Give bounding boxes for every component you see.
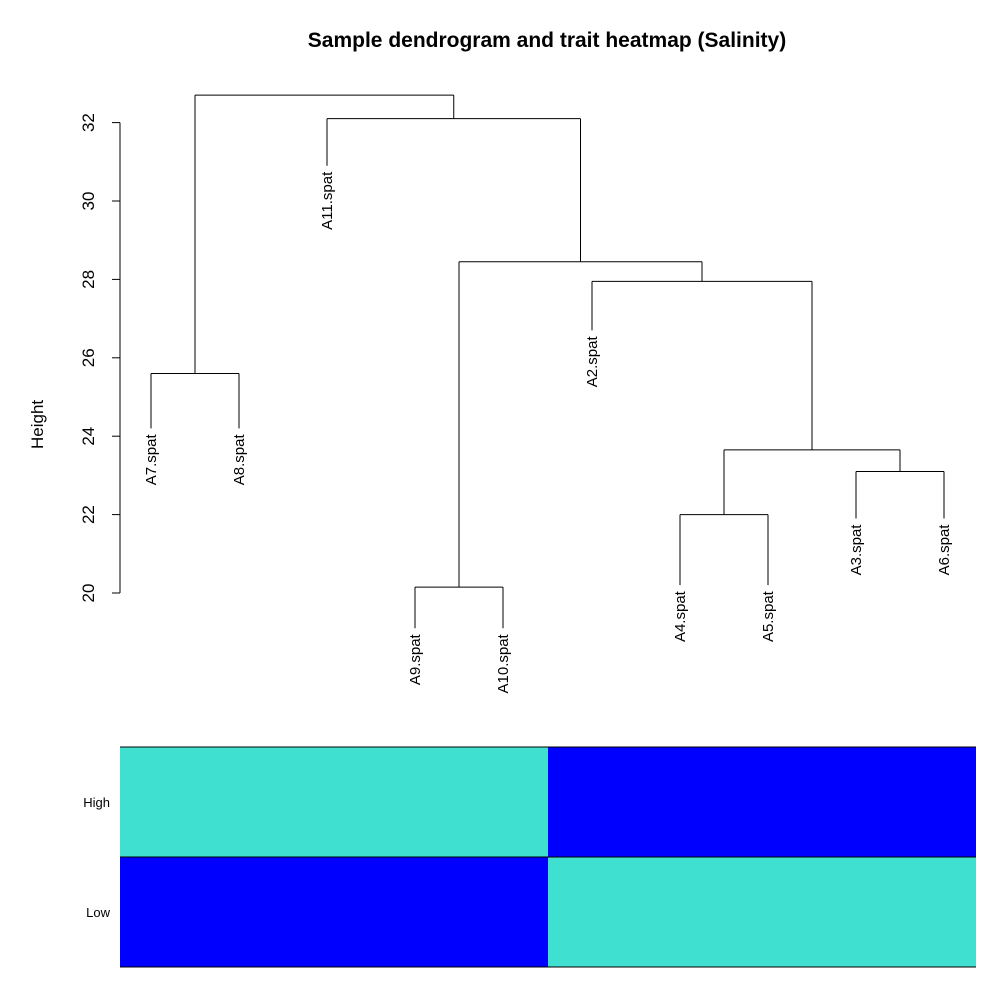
leaf-label: A2.spat [584, 336, 601, 388]
y-axis-label: Height [28, 400, 47, 449]
y-tick-label: 28 [79, 270, 98, 289]
dendrogram [150, 94, 945, 629]
y-tick-label: 30 [79, 192, 98, 211]
y-tick-label: 26 [79, 348, 98, 367]
leaf-label: A4.spat [672, 590, 689, 642]
leaf-labels: A7.spat A8.spat A11.spat A9.spat A10.spat A2.… [143, 171, 953, 694]
leaf-label: A8.spat [231, 434, 248, 486]
trait-heatmap: High Low [83, 746, 976, 968]
leaf-label: A10.spat [495, 633, 512, 693]
y-tick-label: 20 [79, 584, 98, 603]
y-axis: 20 22 24 26 28 30 32 Height [28, 113, 121, 603]
heatmap-cell [548, 747, 976, 857]
heatmap-row-label: Low [86, 905, 110, 920]
leaf-label: A9.spat [407, 633, 424, 685]
leaf-label: A7.spat [143, 434, 160, 486]
y-tick-label: 24 [79, 427, 98, 446]
leaf-label: A5.spat [760, 590, 777, 642]
heatmap-row-label: High [83, 795, 110, 810]
chart-title: Sample dendrogram and trait heatmap (Sal… [308, 29, 786, 52]
y-tick-label: 22 [79, 505, 98, 524]
leaf-label: A6.spat [936, 524, 953, 576]
leaf-label: A3.spat [848, 524, 865, 576]
y-tick-label: 32 [79, 113, 98, 132]
heatmap-cell [120, 857, 548, 967]
heatmap-cell [120, 747, 548, 857]
heatmap-cell [548, 857, 976, 967]
leaf-label: A11.spat [319, 171, 336, 230]
